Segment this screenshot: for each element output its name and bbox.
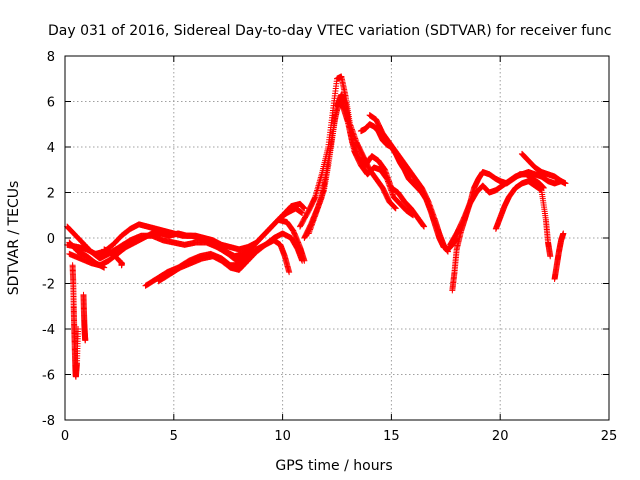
data-point-marker [118,262,125,269]
data-point-marker [562,180,569,187]
y-tick-label: 8 [47,50,55,65]
x-tick-label: 15 [383,429,400,444]
series-track-g [66,239,108,271]
grid [65,56,609,420]
data-point-marker [444,248,451,255]
data-point-marker [299,209,306,216]
series-spike-a [69,262,82,380]
series-track-f [101,246,125,269]
y-tick-label: -2 [42,278,55,293]
data-markers [64,73,569,380]
series-peak-a [297,73,399,230]
y-tick-label: -8 [42,414,55,429]
series-track-e [155,230,306,285]
y-axis-label: SDTVAR / TECUs [6,181,22,296]
data-point-marker [421,223,428,230]
x-tick-label: 5 [170,429,178,444]
x-tick-label: 10 [274,429,291,444]
data-point-marker [301,205,308,212]
data-point-marker [101,264,108,271]
data-point-marker [75,326,82,332]
series-late-b [449,169,547,294]
y-tick-label: 4 [47,141,55,156]
data-point-marker [547,253,554,260]
data-point-marker [299,257,306,264]
series-peak-d [357,121,460,253]
series-spike-b [80,291,89,344]
series-peak-e [366,112,451,255]
y-tick-label: -4 [42,323,55,338]
x-axis-label: GPS time / hours [275,458,392,474]
data-point-marker [560,230,567,237]
y-tick-label: 0 [47,232,55,247]
data-point-marker [558,178,565,185]
plot-frame [64,55,610,421]
chart-title: Day 031 of 2016, Sidereal Day-to-day VTE… [48,23,612,39]
x-tick-label: 0 [61,429,69,444]
series-late-d [518,150,565,185]
series-peak-c [305,98,428,237]
y-tick-label: 6 [47,96,55,111]
x-tick-label: 20 [492,429,509,444]
series-late-c [492,178,554,260]
x-tick-label: 25 [601,429,618,444]
y-tick-label: 2 [47,187,55,202]
data-point-marker [392,205,399,212]
y-tick-label: -6 [42,369,55,384]
data-point-marker [82,337,89,344]
series-track-c [66,200,308,269]
series-peak-b [301,91,417,241]
data-point-marker [286,269,293,276]
series-late-e [551,230,567,282]
